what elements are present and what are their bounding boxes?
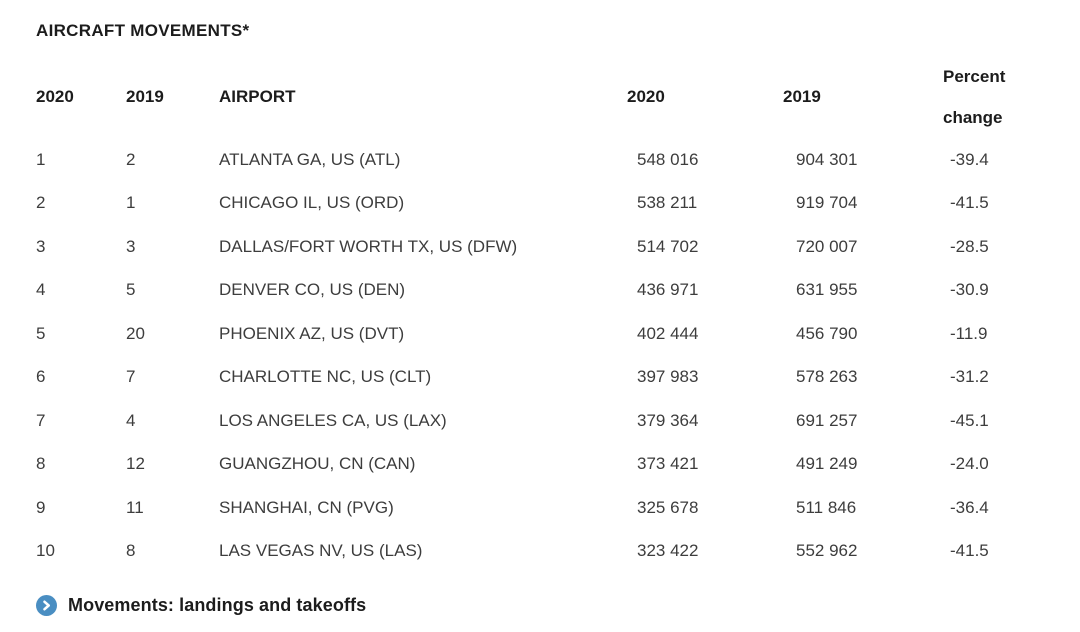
table-row: 7 4 LOS ANGELES CA, US (LAX) 379 364 691… — [36, 399, 1044, 443]
cell-movements-2020: 538 211 — [637, 193, 698, 213]
cell-movements-2020: 379 364 — [637, 410, 699, 430]
cell-airport: DALLAS/FORT WORTH TX, US (DFW) — [219, 236, 518, 256]
footnote-text: Movements: landings and takeoffs — [68, 595, 367, 615]
cell-airport: CHICAGO IL, US (ORD) — [219, 193, 405, 213]
cell-movements-2019: 631 955 — [796, 280, 858, 300]
cell-percent-change: -11.9 — [950, 323, 988, 343]
column-header-movements-2020: 2020 — [627, 87, 665, 106]
cell-movements-2019: 691 257 — [796, 410, 858, 430]
cell-rank-2019: 3 — [126, 236, 136, 256]
table-row: 10 8 LAS VEGAS NV, US (LAS) 323 422 552 … — [36, 530, 1044, 574]
cell-movements-2019: 720 007 — [796, 236, 858, 256]
cell-rank-2019: 4 — [126, 410, 136, 430]
cell-percent-change: -36.4 — [950, 497, 989, 517]
footnote-row: Movements: landings and takeoffs — [36, 595, 1044, 616]
cell-rank-2019: 7 — [126, 367, 136, 387]
cell-percent-change: -45.1 — [950, 410, 989, 430]
cell-movements-2019: 904 301 — [796, 149, 858, 169]
cell-rank-2020: 6 — [36, 367, 46, 387]
column-header-airport: AIRPORT — [219, 87, 296, 106]
cell-movements-2020: 325 678 — [637, 497, 699, 517]
cell-rank-2020: 4 — [36, 280, 46, 300]
cell-percent-change: -39.4 — [950, 149, 989, 169]
column-header-percent-change-line1: Percent — [943, 67, 1006, 86]
table-body: 1 2 ATLANTA GA, US (ATL) 548 016 904 301… — [36, 138, 1044, 573]
cell-airport: DENVER CO, US (DEN) — [219, 280, 406, 300]
cell-rank-2019: 5 — [126, 280, 136, 300]
cell-percent-change: -31.2 — [950, 367, 989, 387]
table-header-row: 2020 2019 AIRPORT 2020 2019 Percent chan… — [36, 56, 1044, 138]
cell-rank-2020: 10 — [36, 541, 55, 561]
cell-percent-change: -28.5 — [950, 236, 989, 256]
table-row: 5 20 PHOENIX AZ, US (DVT) 402 444 456 79… — [36, 312, 1044, 356]
cell-rank-2020: 2 — [36, 193, 46, 213]
table-row: 3 3 DALLAS/FORT WORTH TX, US (DFW) 514 7… — [36, 225, 1044, 269]
cell-percent-change: -24.0 — [950, 454, 989, 474]
cell-movements-2020: 323 422 — [637, 541, 699, 561]
cell-rank-2020: 5 — [36, 323, 46, 343]
cell-percent-change: -30.9 — [950, 280, 989, 300]
table-row: 9 11 SHANGHAI, CN (PVG) 325 678 511 846 … — [36, 486, 1044, 530]
cell-rank-2019: 11 — [126, 497, 144, 517]
cell-percent-change: -41.5 — [950, 541, 989, 561]
cell-rank-2020: 9 — [36, 497, 46, 517]
cell-movements-2019: 919 704 — [796, 193, 858, 213]
column-header-percent-change: Percent change — [943, 56, 1044, 138]
table-row: 8 12 GUANGZHOU, CN (CAN) 373 421 491 249… — [36, 443, 1044, 487]
cell-airport: LAS VEGAS NV, US (LAS) — [219, 541, 423, 561]
cell-airport: CHARLOTTE NC, US (CLT) — [219, 367, 432, 387]
cell-movements-2019: 552 962 — [796, 541, 858, 561]
cell-movements-2019: 491 249 — [796, 454, 858, 474]
table-row: 4 5 DENVER CO, US (DEN) 436 971 631 955 … — [36, 269, 1044, 313]
column-header-percent-change-line2: change — [943, 108, 1003, 127]
cell-percent-change: -41.5 — [950, 193, 989, 213]
cell-airport: LOS ANGELES CA, US (LAX) — [219, 410, 447, 430]
cell-movements-2019: 511 846 — [796, 497, 857, 517]
page-title: AIRCRAFT MOVEMENTS* — [36, 20, 1044, 42]
cell-rank-2019: 1 — [126, 193, 136, 213]
cell-rank-2019: 20 — [126, 323, 145, 343]
column-header-rank-2019: 2019 — [126, 87, 164, 106]
cell-rank-2019: 8 — [126, 541, 136, 561]
cell-movements-2019: 456 790 — [796, 323, 858, 343]
cell-movements-2019: 578 263 — [796, 367, 858, 387]
chevron-right-circle-icon — [36, 595, 57, 616]
cell-rank-2020: 7 — [36, 410, 46, 430]
column-header-rank-2020: 2020 — [36, 87, 74, 106]
cell-movements-2020: 436 971 — [637, 280, 699, 300]
cell-movements-2020: 397 983 — [637, 367, 699, 387]
cell-airport: GUANGZHOU, CN (CAN) — [219, 454, 416, 474]
cell-rank-2019: 12 — [126, 454, 145, 474]
cell-airport: SHANGHAI, CN (PVG) — [219, 497, 394, 517]
cell-rank-2019: 2 — [126, 149, 136, 169]
table-row: 1 2 ATLANTA GA, US (ATL) 548 016 904 301… — [36, 138, 1044, 182]
cell-movements-2020: 373 421 — [637, 454, 699, 474]
cell-rank-2020: 1 — [36, 149, 46, 169]
cell-airport: ATLANTA GA, US (ATL) — [219, 149, 401, 169]
column-header-movements-2019: 2019 — [783, 87, 821, 106]
cell-movements-2020: 548 016 — [637, 149, 699, 169]
cell-rank-2020: 8 — [36, 454, 46, 474]
cell-airport: PHOENIX AZ, US (DVT) — [219, 323, 405, 343]
table-row: 6 7 CHARLOTTE NC, US (CLT) 397 983 578 2… — [36, 356, 1044, 400]
cell-movements-2020: 514 702 — [637, 236, 699, 256]
cell-rank-2020: 3 — [36, 236, 46, 256]
cell-movements-2020: 402 444 — [637, 323, 699, 343]
page-title-text: AIRCRAFT MOVEMENTS* — [36, 21, 250, 40]
table-row: 2 1 CHICAGO IL, US (ORD) 538 211 919 704… — [36, 182, 1044, 226]
